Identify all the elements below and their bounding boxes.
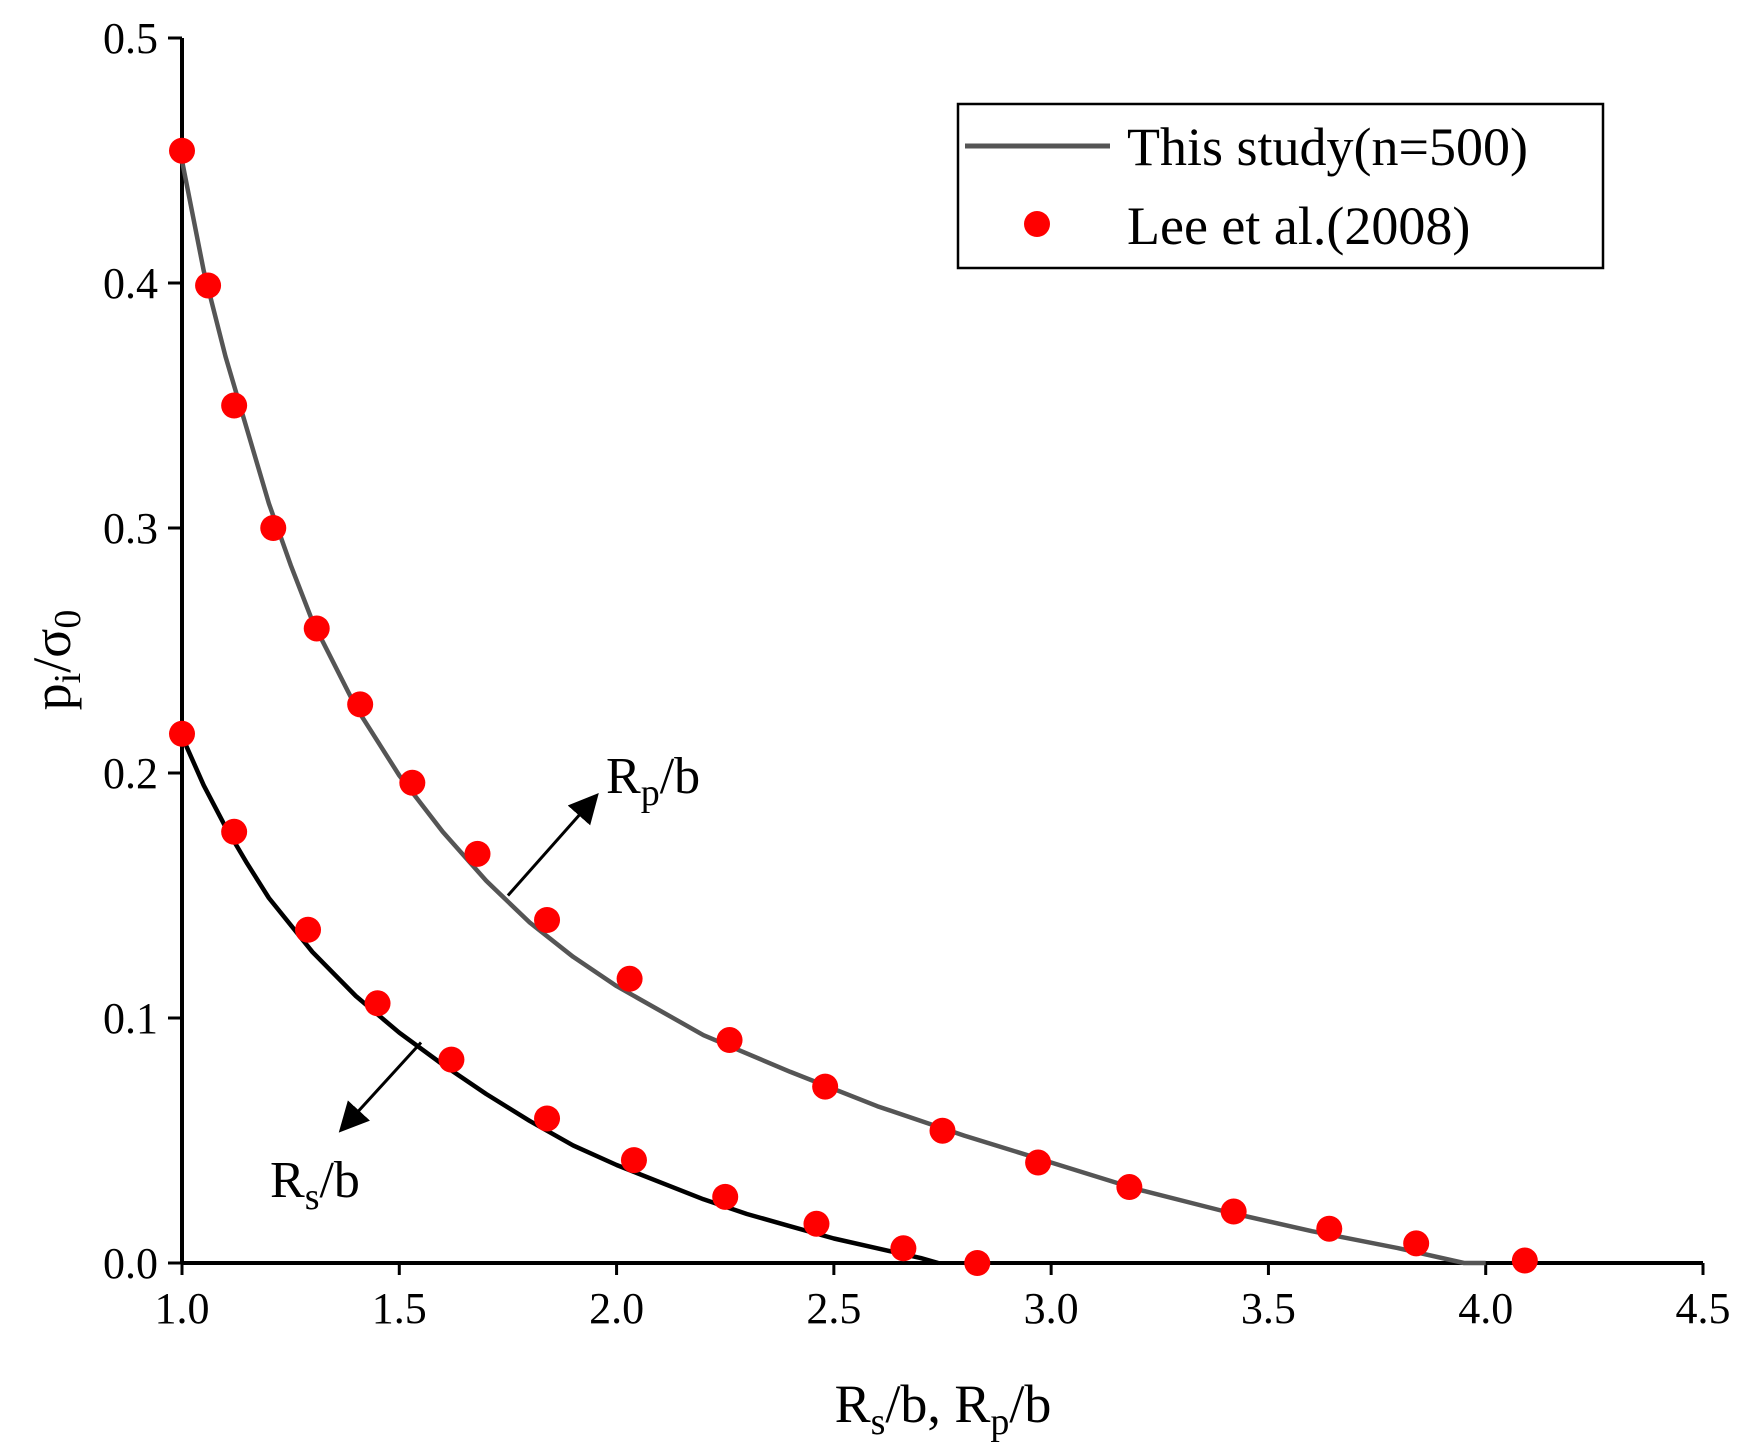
x-axis-title: Rs/b, Rp/b: [835, 1374, 1052, 1443]
x-tick-label: 2.5: [806, 1284, 861, 1333]
curves: [179, 160, 1486, 1266]
data-point: [890, 1235, 917, 1262]
data-point: [620, 1147, 647, 1174]
x-tick-label: 3.5: [1241, 1284, 1296, 1333]
data-point: [195, 272, 222, 299]
y-tick-label: 0.5: [103, 14, 158, 63]
data-point: [534, 1105, 561, 1132]
y-tick-label: 0.3: [103, 504, 158, 553]
data-point: [347, 691, 374, 718]
data-point: [303, 615, 330, 642]
x-tick-label: 4.5: [1676, 1284, 1731, 1333]
legend-label-lee: Lee et al.(2008): [1127, 196, 1470, 256]
data-point: [260, 515, 287, 541]
x-tick-label: 4.0: [1458, 1284, 1513, 1333]
data-point: [364, 990, 391, 1017]
data-point: [169, 137, 195, 164]
data-point: [616, 965, 643, 992]
data-point: [964, 1250, 991, 1276]
data-point: [1116, 1174, 1143, 1201]
data-point: [169, 720, 195, 747]
legend-circle-swatch: [1024, 211, 1050, 237]
data-point: [399, 769, 426, 796]
y-tick-label: 0.4: [103, 259, 158, 308]
y-axis-title: pi/σ0: [22, 610, 89, 711]
x-tick-label: 1.0: [155, 1284, 210, 1333]
y-tick-label: 0.0: [103, 1239, 158, 1288]
legend-label-this-study: This study(n=500): [1127, 117, 1528, 177]
axes: 1.0 1.5 2.0 2.5 3.0 3.5 4.0 4.5 0.0 0.1 0.2 0.3 0.4 0…: [103, 14, 1731, 1333]
data-point: [438, 1046, 465, 1073]
data-point: [534, 907, 561, 933]
data-point: [1220, 1198, 1247, 1225]
data-point: [712, 1183, 739, 1210]
legend-box: [956, 102, 1605, 270]
legend: This study(n=500) Lee et al.(2008): [956, 102, 1605, 270]
data-point: [1316, 1215, 1343, 1242]
y-tick-label: 0.1: [103, 994, 158, 1043]
annotations: [338, 793, 599, 1133]
data-point: [929, 1117, 956, 1144]
x-tick-label: 3.0: [1024, 1284, 1079, 1333]
data-point: [1403, 1230, 1430, 1257]
data-point: [295, 916, 322, 943]
data-point: [464, 840, 491, 867]
data-point: [716, 1027, 743, 1054]
annotation-rs-label: Rs/b: [270, 1152, 360, 1218]
data-point: [221, 392, 248, 419]
x-tick-label: 1.5: [372, 1284, 427, 1333]
data-point: [803, 1210, 830, 1237]
data-points: [169, 137, 1538, 1276]
data-point: [221, 818, 248, 845]
data-point: [1025, 1149, 1052, 1176]
data-point: [812, 1073, 839, 1100]
series-line: [179, 160, 1486, 1266]
annotation-arrow: [338, 1041, 423, 1133]
y-tick-label: 0.2: [103, 749, 158, 798]
annotation-arrow: [506, 793, 599, 897]
annotation-rp-label: Rp/b: [606, 748, 700, 814]
x-tick-label: 2.0: [589, 1284, 644, 1333]
data-point: [1511, 1247, 1538, 1274]
